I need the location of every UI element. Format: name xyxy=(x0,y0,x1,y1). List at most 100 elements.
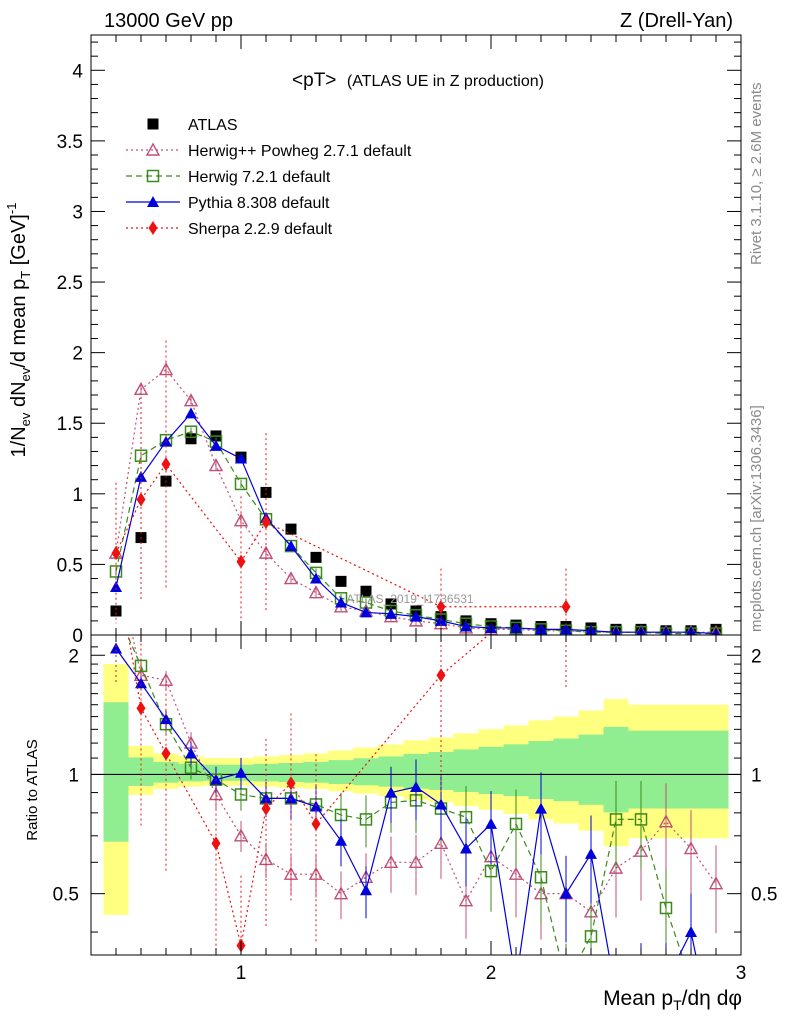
legend-label: Herwig 7.2.1 default xyxy=(188,169,331,186)
ratio-axis-label: Ratio to ATLAS xyxy=(24,739,41,840)
data-point xyxy=(485,817,497,829)
data-point xyxy=(708,876,724,890)
data-point xyxy=(535,802,547,814)
data-point xyxy=(283,571,299,585)
data-point xyxy=(235,766,247,778)
data-point xyxy=(146,169,160,183)
y-tick-label: 4 xyxy=(72,61,83,82)
data-point xyxy=(410,610,422,622)
data-point xyxy=(208,458,224,472)
data-point xyxy=(335,575,347,587)
ratio-tick-label-right: 0.5 xyxy=(751,885,777,906)
header-right: Z (Drell-Yan) xyxy=(620,10,733,32)
data-point xyxy=(509,817,523,831)
band-green xyxy=(253,763,279,782)
y-tick-label: 0.5 xyxy=(57,555,83,576)
data-point xyxy=(260,792,272,804)
data-point xyxy=(136,492,146,507)
data-point xyxy=(261,801,271,816)
data-point xyxy=(385,598,397,610)
data-point xyxy=(233,513,249,527)
data-point xyxy=(110,642,122,654)
data-point xyxy=(333,886,349,900)
data-point xyxy=(211,836,221,851)
legend-entry: Herwig 7.2.1 default xyxy=(126,169,331,186)
y-tick-label: 1 xyxy=(72,485,83,506)
data-point xyxy=(234,477,248,491)
data-point xyxy=(308,866,324,880)
band-green xyxy=(278,762,304,783)
legend-entry: Pythia 8.308 default xyxy=(126,195,330,212)
data-point xyxy=(158,362,174,376)
data-point xyxy=(534,871,548,884)
band-green xyxy=(578,734,604,805)
data-point xyxy=(335,834,347,846)
data-point xyxy=(235,452,247,464)
data-point xyxy=(183,393,199,407)
band-green xyxy=(328,760,354,784)
band-green xyxy=(103,702,129,842)
data-point xyxy=(408,854,424,869)
ratio-tick-label: 0.5 xyxy=(53,885,79,906)
data-point xyxy=(233,828,249,842)
band-green xyxy=(303,761,329,783)
data-point xyxy=(136,701,146,716)
data-point xyxy=(110,605,122,617)
data-point xyxy=(584,930,598,943)
side-text-rivet: Rivet 3.1.10, ≥ 2.6M events xyxy=(748,83,765,266)
data-point xyxy=(184,425,198,438)
header-left: 13000 GeV pp xyxy=(104,10,233,32)
data-point xyxy=(635,976,647,987)
data-point xyxy=(310,551,322,563)
data-point xyxy=(561,599,571,614)
band-green xyxy=(128,757,154,786)
data-point xyxy=(685,926,697,938)
ratio-tick-label: 1 xyxy=(68,765,79,786)
data-point xyxy=(261,515,271,530)
data-point xyxy=(185,747,197,759)
data-point xyxy=(385,786,397,798)
data-point xyxy=(436,668,446,683)
band-green xyxy=(503,744,529,797)
data-point xyxy=(560,887,572,899)
data-point xyxy=(335,596,347,608)
plot-title: <pT> (ATLAS UE in Z production) xyxy=(292,70,544,91)
x-tick-label: 2 xyxy=(486,963,497,984)
data-point xyxy=(135,470,147,482)
band-green xyxy=(453,749,479,793)
band-green xyxy=(353,758,379,786)
side-text-mcplots: mcplots.cern.ch [arXiv:1306.3436] xyxy=(748,405,765,632)
data-point xyxy=(508,866,524,880)
data-point xyxy=(286,776,296,791)
y-tick-label: 2 xyxy=(72,344,83,365)
data-point xyxy=(310,572,322,584)
data-point xyxy=(484,864,498,878)
data-point xyxy=(458,893,474,907)
x-tick-label: 3 xyxy=(736,963,747,984)
y-tick-label: 2.5 xyxy=(57,273,83,294)
y-tick-label: 3 xyxy=(72,202,83,223)
data-point xyxy=(161,457,171,472)
data-point xyxy=(585,847,597,859)
data-point xyxy=(260,486,272,498)
data-point xyxy=(234,788,248,801)
data-point xyxy=(147,118,159,130)
data-point xyxy=(134,449,148,462)
ratio-tick-label-right: 1 xyxy=(751,765,762,786)
data-point xyxy=(185,407,197,419)
ratio-line xyxy=(127,635,490,946)
data-point xyxy=(658,814,674,828)
data-point xyxy=(360,585,372,597)
data-point xyxy=(561,976,572,987)
data-point xyxy=(147,196,159,207)
series-4-ratio xyxy=(115,635,567,955)
data-point xyxy=(236,554,246,569)
data-point xyxy=(435,798,447,810)
data-point xyxy=(510,621,522,633)
x-axis-label: Mean pT/dη dφ xyxy=(603,987,742,1013)
data-point xyxy=(660,976,672,987)
data-point xyxy=(683,841,699,855)
data-point xyxy=(111,546,121,561)
data-point xyxy=(308,585,324,599)
